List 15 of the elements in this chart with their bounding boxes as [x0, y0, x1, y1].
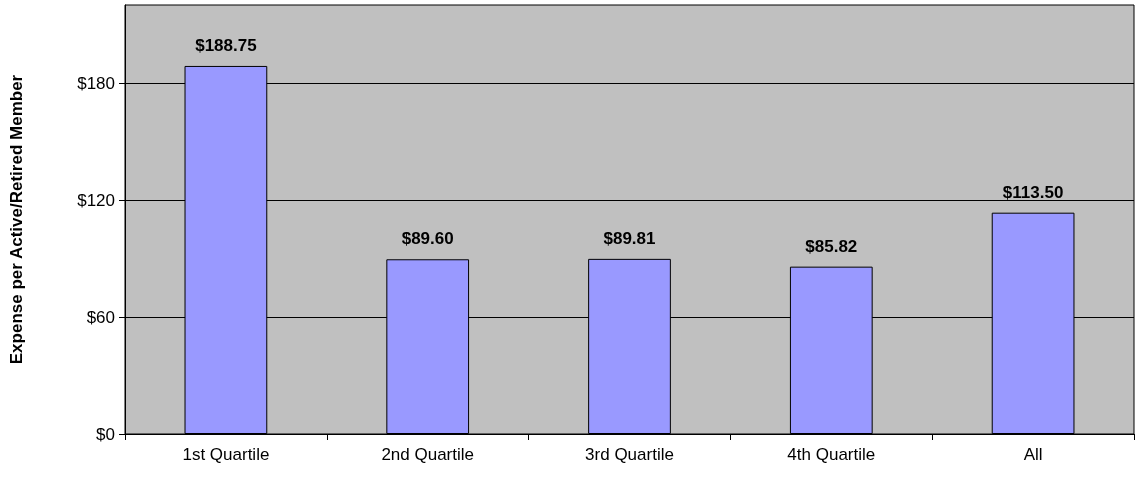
y-axis-title: Expense per Active/Retired Member — [7, 74, 26, 365]
x-tick-label: 4th Quartile — [787, 445, 876, 464]
data-label: $113.50 — [1002, 182, 1064, 202]
y-tick-label: $0 — [96, 424, 115, 444]
x-tick-label: 3rd Quartile — [585, 445, 674, 464]
y-tick-label: $60 — [86, 307, 115, 327]
data-label: $89.81 — [603, 228, 656, 248]
y-tick-label: $120 — [77, 190, 115, 210]
x-tick-label: 2nd Quartile — [381, 445, 475, 464]
x-tick-label: All — [1023, 445, 1043, 464]
data-label: $85.82 — [805, 236, 858, 256]
y-tick-label: $180 — [77, 73, 115, 93]
data-label: $188.75 — [195, 35, 257, 55]
data-label: $89.60 — [401, 229, 454, 249]
x-tick-label: 1st Quartile — [182, 445, 270, 464]
